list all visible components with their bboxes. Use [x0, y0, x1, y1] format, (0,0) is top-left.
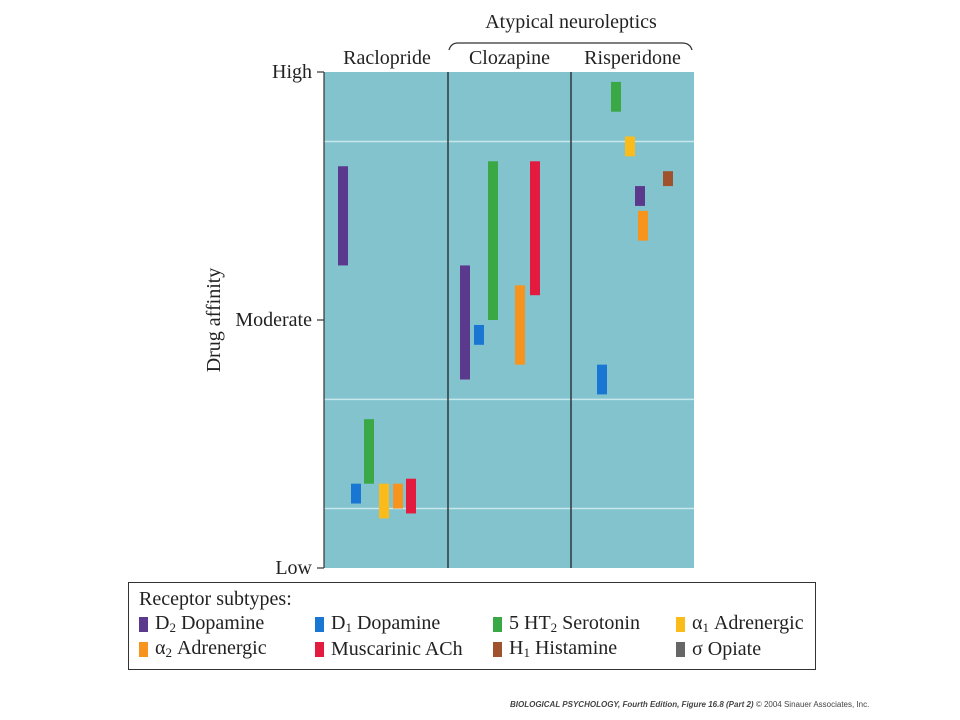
legend-swatch [315, 641, 324, 657]
legend-item-d1: D1 Dopamine [315, 612, 441, 635]
legend-item-h1: H1 Histamine [493, 637, 618, 660]
credit-title: BIOLOGICAL PSYCHOLOGY, Fourth Edition, F… [510, 700, 754, 709]
legend-label: α1 Adrenergic [692, 612, 804, 635]
bar-risperidone-a1 [625, 136, 635, 157]
legend-swatch [493, 616, 502, 632]
legend-item-ach: Muscarinic ACh [315, 638, 463, 660]
bar-clozapine-d1 [474, 324, 484, 345]
legend-swatch [676, 641, 685, 657]
bar-risperidone-d2 [635, 186, 645, 206]
legend-label: Muscarinic ACh [331, 637, 463, 660]
y-axis-label: Drug affinity [203, 268, 225, 373]
y-tick-label-high: High [272, 61, 312, 83]
bar-raclopride-5ht2 [364, 419, 374, 484]
bar-risperidone-5ht2 [611, 81, 621, 112]
legend-label: D1 Dopamine [331, 612, 441, 635]
legend-item-a2: α2 Adrenergic [139, 637, 267, 660]
legend-item-opiate: σ Opiate [676, 638, 761, 660]
legend-label: σ Opiate [692, 637, 762, 660]
drug-name-raclopride: Raclopride [343, 47, 431, 69]
bar-raclopride-d2 [338, 166, 348, 266]
group-header: Atypical neuroleptics [485, 11, 657, 33]
legend-label: D2 Dopamine [155, 612, 265, 635]
group-bracket [448, 42, 693, 51]
bar-clozapine-5ht2 [488, 161, 498, 320]
legend-item-d2: D2 Dopamine [139, 612, 265, 635]
legend-swatch [493, 641, 502, 657]
drug-name-risperidone: Risperidone [584, 47, 681, 69]
bar-risperidone-a2 [638, 210, 648, 241]
bar-risperidone-d1 [597, 364, 607, 395]
credit-copyright: © 2004 Sinauer Associates, Inc. [755, 700, 870, 709]
drug-name-clozapine: Clozapine [469, 47, 550, 69]
bar-risperidone-h1 [663, 171, 673, 187]
legend-swatch [139, 616, 148, 632]
legend-item-5ht2: 5 HT2 Serotonin [493, 612, 640, 635]
figure-credit: BIOLOGICAL PSYCHOLOGY, Fourth Edition, F… [510, 700, 869, 709]
legend-swatch [139, 641, 148, 657]
bar-clozapine-d2 [460, 265, 470, 380]
legend: Receptor subtypes: D2 Dopamine D1 Dopamin… [128, 582, 816, 670]
legend-label: α2 Adrenergic [155, 637, 267, 660]
bar-raclopride-a2 [393, 483, 403, 509]
y-tick-label-moderate: Moderate [235, 309, 312, 331]
bar-raclopride-ach [406, 478, 416, 514]
legend-item-a1: α1 Adrenergic [676, 612, 804, 635]
bar-raclopride-d1 [351, 483, 361, 504]
legend-label: 5 HT2 Serotonin [509, 612, 640, 635]
bar-raclopride-a1 [379, 483, 389, 519]
legend-swatch [676, 616, 685, 632]
legend-label: H1 Histamine [509, 637, 618, 660]
legend-swatch [315, 616, 324, 632]
bar-clozapine-a2 [515, 285, 525, 365]
legend-title: Receptor subtypes: [139, 588, 292, 610]
y-tick-label-low: Low [275, 557, 312, 579]
bar-clozapine-ach [530, 161, 540, 296]
